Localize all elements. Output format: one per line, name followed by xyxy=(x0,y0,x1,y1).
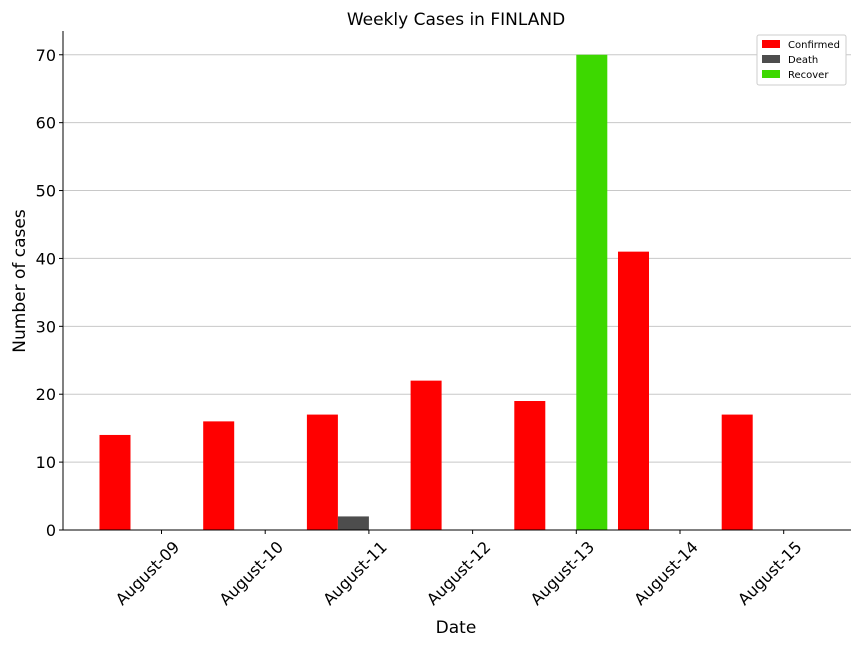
legend: Confirmed Death Recover xyxy=(756,34,847,86)
bar-recover xyxy=(576,54,608,531)
bar-confirmed xyxy=(203,421,235,530)
x-tick-label: August-10 xyxy=(216,537,288,609)
x-tick-label: August-11 xyxy=(319,537,391,609)
bar-death xyxy=(337,516,369,530)
axes xyxy=(62,31,851,531)
chart-title: Weekly Cases in FINLAND xyxy=(347,10,565,30)
x-tick-label: August-14 xyxy=(630,537,702,609)
y-tick-label: 10 xyxy=(36,453,56,472)
x-axis-title: Date xyxy=(436,618,477,638)
y-tick-label: 20 xyxy=(36,385,56,404)
y-tick-label: 0 xyxy=(46,521,56,540)
bars xyxy=(99,54,753,531)
bar-confirmed xyxy=(721,414,753,530)
y-axis-title: Number of cases xyxy=(10,209,30,353)
y-tick-label: 60 xyxy=(36,114,56,133)
legend-swatch xyxy=(762,70,780,78)
bar-confirmed xyxy=(306,414,338,530)
x-ticks: August-09 August-10 August-11 August-12 Augu… xyxy=(112,530,806,609)
bar-confirmed xyxy=(410,380,442,530)
x-tick-label: August-09 xyxy=(112,537,184,609)
bar-confirmed xyxy=(99,434,131,530)
x-tick-label: August-12 xyxy=(423,537,495,609)
bar-confirmed xyxy=(618,251,649,531)
legend-swatch xyxy=(762,40,780,48)
y-ticks: 0 10 20 30 40 50 60 70 xyxy=(36,46,63,540)
legend-label: Recover xyxy=(788,70,829,81)
bar-confirmed xyxy=(514,401,546,530)
x-tick-label: August-13 xyxy=(527,537,599,609)
legend-label: Confirmed xyxy=(788,40,840,51)
y-tick-label: 30 xyxy=(36,317,56,336)
y-tick-label: 70 xyxy=(36,46,56,65)
y-tick-label: 40 xyxy=(36,249,56,268)
legend-label: Death xyxy=(788,55,818,66)
legend-swatch xyxy=(762,55,780,63)
y-tick-label: 50 xyxy=(36,182,56,201)
x-tick-label: August-15 xyxy=(734,537,806,609)
grid-lines xyxy=(63,54,851,463)
